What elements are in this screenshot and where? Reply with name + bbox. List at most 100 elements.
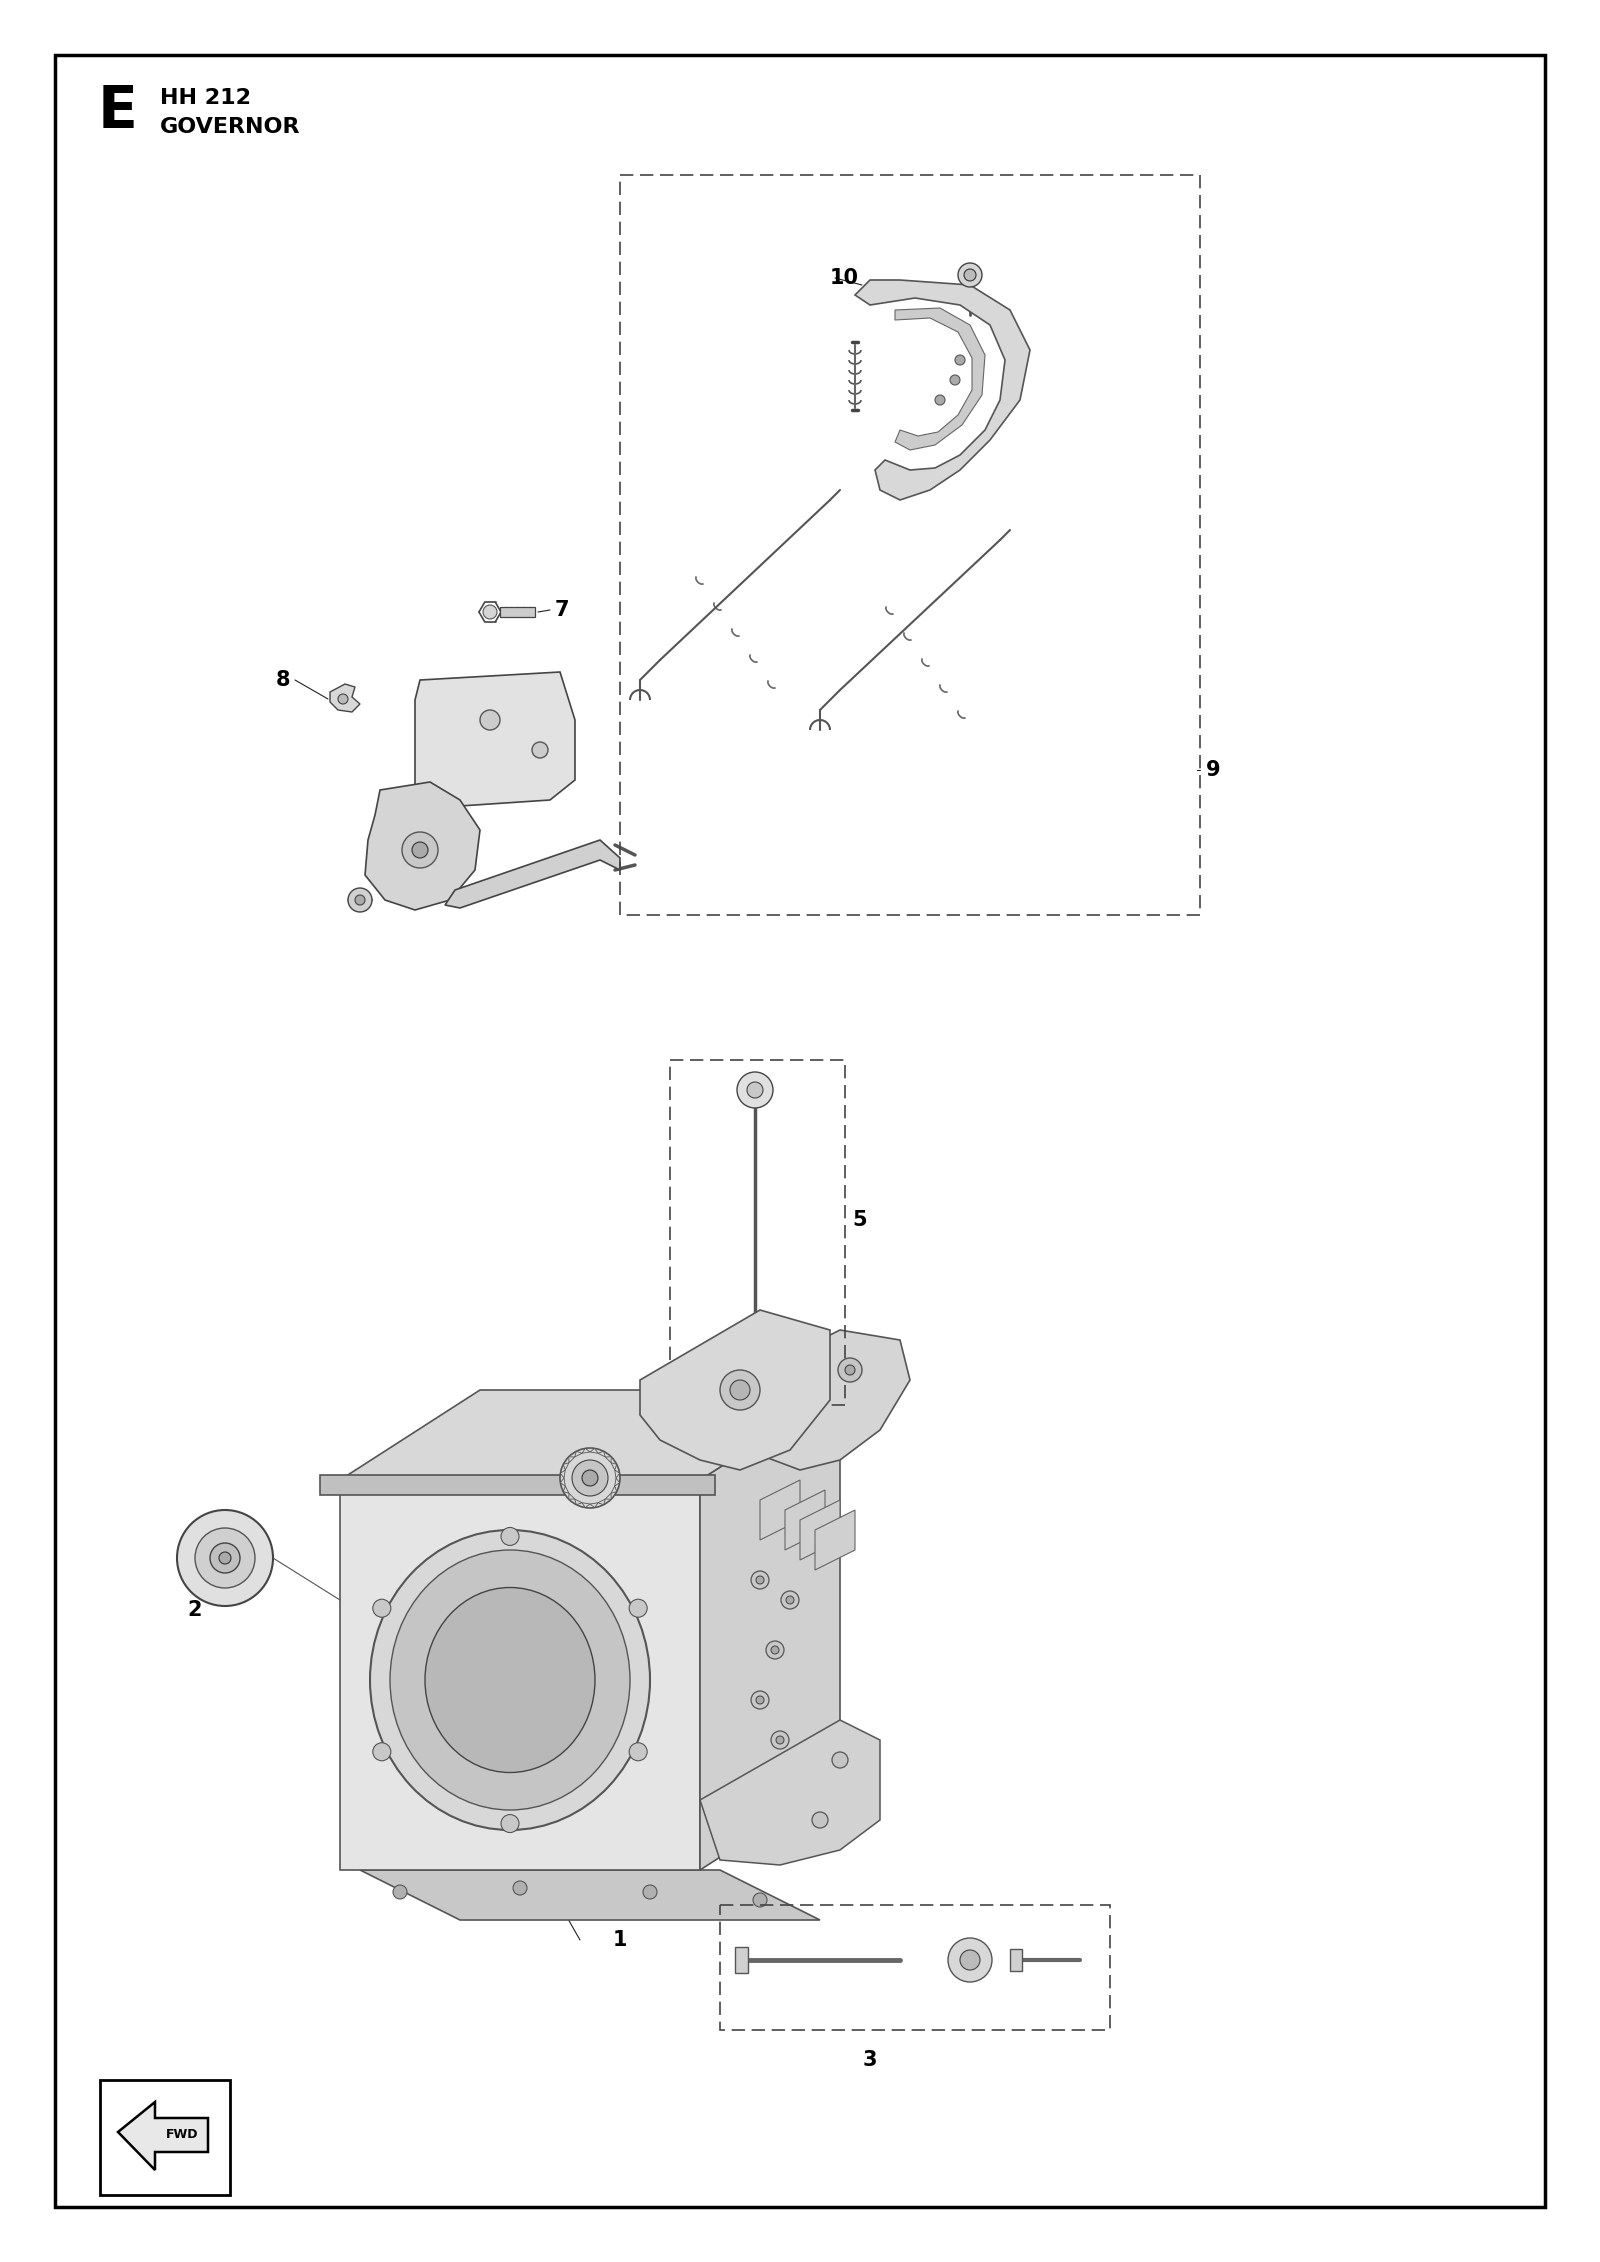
Circle shape xyxy=(960,1950,979,1970)
Polygon shape xyxy=(894,308,986,450)
Circle shape xyxy=(813,1812,829,1828)
Circle shape xyxy=(757,1577,765,1583)
Circle shape xyxy=(750,1692,770,1710)
Polygon shape xyxy=(582,1448,590,1452)
Polygon shape xyxy=(560,1477,565,1486)
Circle shape xyxy=(832,1753,848,1769)
Circle shape xyxy=(349,889,371,912)
Circle shape xyxy=(963,269,976,280)
Circle shape xyxy=(531,742,547,758)
Circle shape xyxy=(934,396,946,405)
Circle shape xyxy=(955,355,965,364)
Circle shape xyxy=(838,1357,862,1382)
Polygon shape xyxy=(814,1511,854,1570)
Polygon shape xyxy=(574,1500,582,1504)
Circle shape xyxy=(720,1371,760,1409)
Text: 4: 4 xyxy=(462,1549,477,1570)
Circle shape xyxy=(754,1893,766,1907)
Text: 5: 5 xyxy=(853,1210,867,1231)
Circle shape xyxy=(413,841,429,857)
Polygon shape xyxy=(590,1448,598,1452)
Text: 1: 1 xyxy=(613,1929,627,1950)
Circle shape xyxy=(757,1696,765,1703)
Circle shape xyxy=(947,1939,992,1982)
Polygon shape xyxy=(563,1464,570,1470)
Polygon shape xyxy=(605,1457,611,1464)
Polygon shape xyxy=(590,1502,598,1509)
Circle shape xyxy=(483,604,498,620)
Text: E: E xyxy=(98,84,138,140)
Circle shape xyxy=(781,1590,798,1608)
Polygon shape xyxy=(339,1479,701,1871)
Circle shape xyxy=(480,710,499,731)
Circle shape xyxy=(786,1597,794,1604)
Bar xyxy=(499,606,534,618)
Text: FWD: FWD xyxy=(166,2129,198,2142)
Circle shape xyxy=(582,1470,598,1486)
Polygon shape xyxy=(854,280,1030,500)
Polygon shape xyxy=(1010,1950,1022,1970)
Circle shape xyxy=(958,262,982,287)
Bar xyxy=(670,1061,845,1405)
Circle shape xyxy=(771,1647,779,1654)
Circle shape xyxy=(195,1529,254,1588)
Polygon shape xyxy=(360,1871,819,1920)
Text: 8: 8 xyxy=(275,670,290,690)
Polygon shape xyxy=(760,1479,800,1540)
Polygon shape xyxy=(118,2101,208,2169)
Circle shape xyxy=(750,1572,770,1588)
Circle shape xyxy=(373,1742,390,1760)
Circle shape xyxy=(766,1640,784,1658)
Circle shape xyxy=(643,1884,658,1900)
Bar xyxy=(99,2081,230,2194)
Circle shape xyxy=(776,1735,784,1744)
Polygon shape xyxy=(414,672,574,808)
Circle shape xyxy=(338,694,349,703)
Polygon shape xyxy=(605,1493,611,1500)
Circle shape xyxy=(629,1599,646,1617)
Polygon shape xyxy=(560,1470,565,1477)
Circle shape xyxy=(738,1072,773,1108)
Polygon shape xyxy=(734,1948,749,1972)
Polygon shape xyxy=(563,1486,570,1493)
Text: 7: 7 xyxy=(555,599,570,620)
Polygon shape xyxy=(640,1310,830,1470)
Circle shape xyxy=(573,1459,608,1495)
Circle shape xyxy=(394,1884,406,1900)
Polygon shape xyxy=(568,1493,574,1500)
Circle shape xyxy=(560,1448,621,1509)
Polygon shape xyxy=(598,1452,605,1457)
Polygon shape xyxy=(786,1491,826,1549)
Circle shape xyxy=(501,1814,518,1832)
Polygon shape xyxy=(800,1500,840,1561)
Circle shape xyxy=(845,1364,854,1375)
Polygon shape xyxy=(701,1391,840,1871)
Ellipse shape xyxy=(426,1588,595,1773)
Circle shape xyxy=(730,1380,750,1400)
Circle shape xyxy=(514,1882,526,1896)
Circle shape xyxy=(402,832,438,869)
Ellipse shape xyxy=(390,1549,630,1810)
Circle shape xyxy=(373,1599,390,1617)
Polygon shape xyxy=(598,1500,605,1504)
Polygon shape xyxy=(339,1391,840,1479)
Polygon shape xyxy=(611,1486,616,1493)
Circle shape xyxy=(178,1511,274,1606)
Text: HH 212: HH 212 xyxy=(160,88,251,109)
Polygon shape xyxy=(701,1719,880,1864)
Circle shape xyxy=(771,1730,789,1749)
Polygon shape xyxy=(614,1470,619,1477)
Bar xyxy=(720,1905,1110,2029)
Circle shape xyxy=(501,1527,518,1545)
Circle shape xyxy=(950,375,960,385)
Circle shape xyxy=(355,896,365,905)
Polygon shape xyxy=(574,1452,582,1457)
Text: GOVERNOR: GOVERNOR xyxy=(160,118,301,138)
Polygon shape xyxy=(720,1330,910,1470)
Circle shape xyxy=(210,1543,240,1572)
Polygon shape xyxy=(582,1502,590,1509)
Text: 3: 3 xyxy=(862,2049,877,2070)
Circle shape xyxy=(219,1552,230,1563)
Circle shape xyxy=(629,1742,646,1760)
Ellipse shape xyxy=(370,1529,650,1830)
